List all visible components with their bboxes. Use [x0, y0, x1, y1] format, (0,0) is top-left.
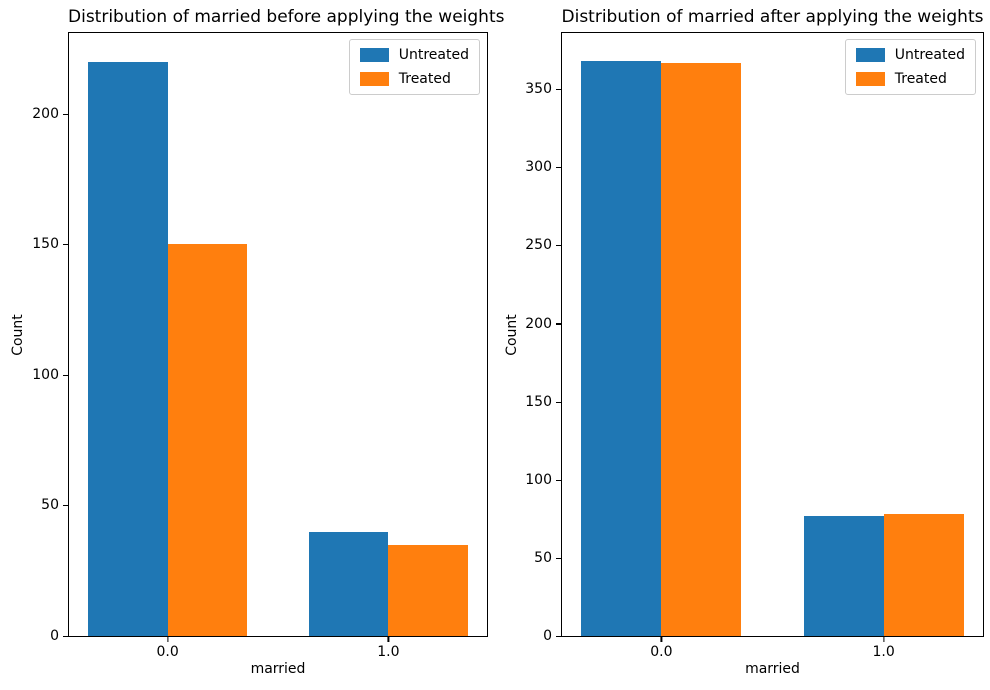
bar-untreated-1.0 [308, 531, 389, 636]
y-tick-label: 100 [32, 366, 59, 383]
chart-title: Distribution of married before applying … [68, 7, 505, 27]
y-tick-label: 100 [525, 471, 552, 488]
y-tick-label: 50 [41, 497, 59, 514]
legend-swatch-treated [359, 72, 389, 86]
x-tick-label: 1.0 [872, 644, 895, 660]
y-tick-label: 0 [543, 628, 552, 644]
y-tick-label: 150 [32, 236, 59, 253]
x-tick-label: 0.0 [156, 644, 179, 660]
y-tick-mark [63, 244, 68, 246]
bar-untreated-0.0 [88, 61, 168, 636]
x-tick-mark [883, 637, 885, 642]
legend: Untreated Treated [844, 39, 976, 95]
bar-treated-0.0 [167, 244, 248, 636]
x-axis-label: married [745, 661, 800, 677]
y-tick-mark [556, 245, 561, 247]
bar-untreated-1.0 [803, 515, 884, 636]
bar-untreated-0.0 [581, 61, 662, 636]
y-tick-mark [63, 113, 68, 115]
y-tick-label: 250 [525, 237, 552, 254]
legend-label: Untreated [894, 47, 965, 63]
x-tick-mark [387, 637, 389, 642]
y-tick-mark [63, 505, 68, 507]
legend-swatch-untreated [855, 48, 885, 62]
bar-treated-1.0 [883, 514, 964, 636]
plot-area: 0 50 100 150 200 250 300 350 0.0 1.0 Untreated Trea… [525, 32, 984, 659]
x-axis-label: married [250, 661, 306, 677]
legend-swatch-treated [855, 72, 885, 86]
legend-item: Untreated [855, 47, 965, 63]
legend-item: Treated [359, 71, 469, 87]
y-tick-mark [63, 374, 68, 376]
y-tick-mark [556, 323, 561, 325]
legend: Untreated Treated [348, 39, 480, 95]
bar-treated-1.0 [388, 544, 468, 636]
y-tick-label: 0 [50, 628, 59, 644]
legend-label: Untreated [398, 47, 469, 63]
y-tick-mark [556, 89, 561, 91]
bar-treated-0.0 [661, 62, 742, 636]
y-tick-mark [556, 167, 561, 169]
x-tick-label: 0.0 [650, 644, 673, 660]
legend-item: Untreated [359, 47, 469, 63]
y-axis-label: Count [10, 314, 26, 356]
chart-title: Distribution of married after applying t… [561, 7, 984, 27]
y-tick-mark [556, 635, 561, 637]
legend-label: Treated [894, 71, 947, 87]
y-tick-label: 200 [525, 315, 552, 332]
y-tick-mark [63, 635, 68, 637]
legend-swatch-untreated [359, 48, 389, 62]
y-tick-label: 50 [534, 549, 552, 566]
x-tick-label: 1.0 [377, 644, 400, 660]
y-tick-mark [556, 401, 561, 403]
y-tick-label: 350 [525, 81, 552, 98]
legend-item: Treated [855, 71, 965, 87]
legend-label: Treated [398, 71, 451, 87]
y-tick-mark [556, 479, 561, 481]
plot-area: 0 50 100 150 200 0.0 1.0 Untreated Treated [32, 32, 488, 659]
y-tick-mark [556, 557, 561, 559]
x-tick-mark [167, 637, 169, 642]
y-tick-label: 200 [32, 105, 59, 122]
y-tick-label: 150 [525, 393, 552, 410]
y-tick-label: 300 [525, 159, 552, 176]
y-axis-label: Count [504, 314, 520, 356]
x-tick-mark [660, 637, 662, 642]
